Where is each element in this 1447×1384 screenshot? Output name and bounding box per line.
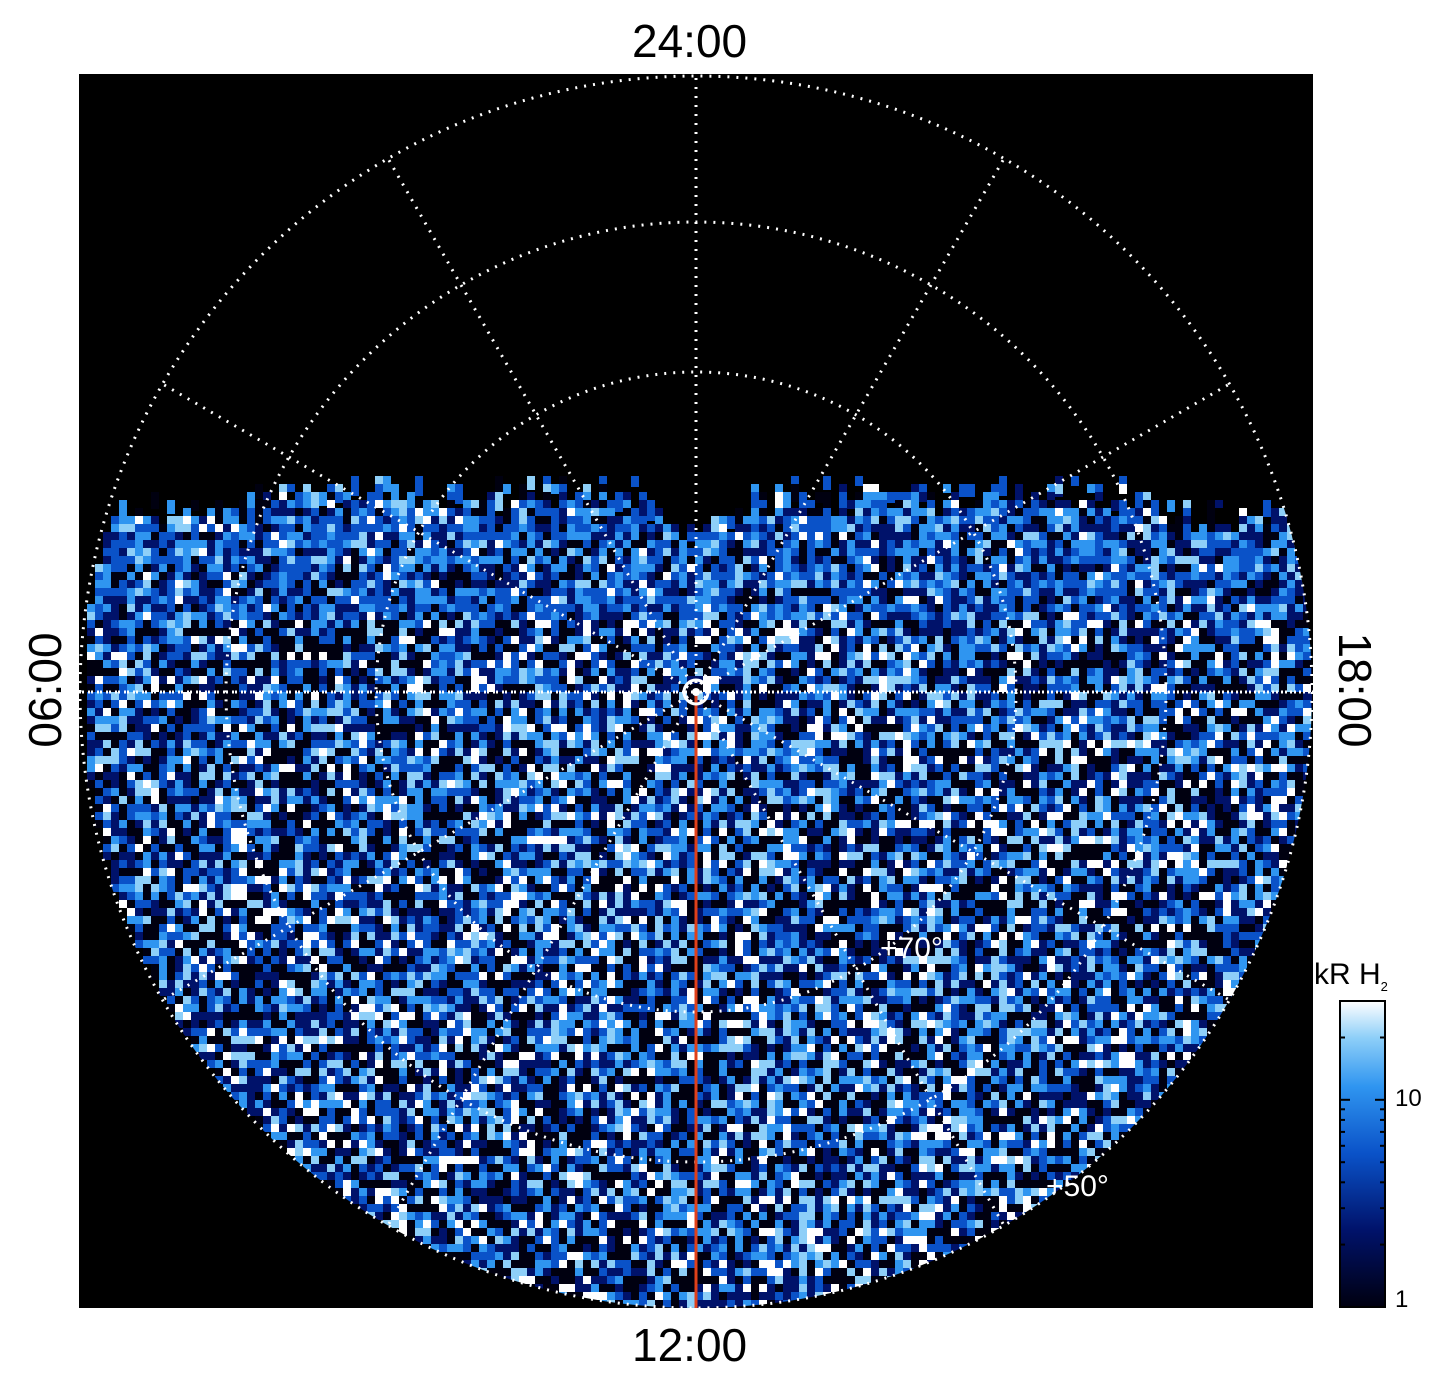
colorbar [1339,1000,1386,1308]
coordinate-grid [79,74,1313,1308]
colorbar-ticks [1340,1000,1385,1308]
pole-marker [682,678,710,706]
time-label-bottom: 12:00 [632,1319,748,1371]
emission-map [87,476,1312,1308]
pole-marker-dot [692,688,700,696]
latitude-label-50: +50° [1046,1170,1109,1203]
time-label-top: 24:00 [632,15,748,67]
colorbar-tick-1: 1 [1395,1286,1409,1313]
latitude-label-70: +70° [880,932,943,965]
colorbar-tick-10: 10 [1395,1085,1422,1112]
colorbar-title: kR H2 [1314,958,1388,994]
